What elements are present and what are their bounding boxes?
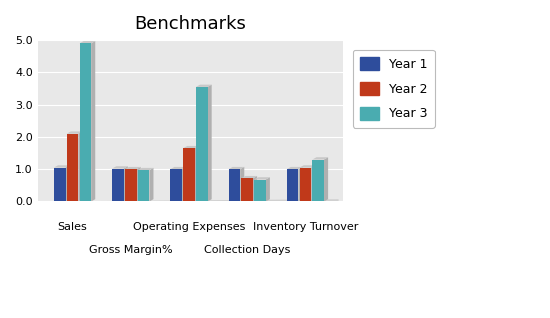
Text: Gross Margin%: Gross Margin% bbox=[89, 245, 173, 255]
Polygon shape bbox=[183, 146, 199, 148]
Bar bbox=[300, 168, 311, 201]
Polygon shape bbox=[182, 167, 186, 201]
Polygon shape bbox=[170, 167, 186, 169]
Polygon shape bbox=[78, 131, 82, 201]
Polygon shape bbox=[324, 157, 328, 201]
Polygon shape bbox=[241, 176, 257, 178]
Polygon shape bbox=[124, 166, 128, 201]
Bar bbox=[196, 87, 207, 201]
Bar bbox=[125, 169, 136, 201]
Polygon shape bbox=[196, 85, 212, 87]
Polygon shape bbox=[125, 167, 141, 169]
Bar bbox=[312, 160, 324, 201]
Polygon shape bbox=[254, 177, 270, 179]
Polygon shape bbox=[195, 146, 199, 201]
Bar bbox=[229, 169, 240, 201]
Bar bbox=[170, 169, 182, 201]
Polygon shape bbox=[207, 85, 212, 201]
Bar bbox=[112, 169, 124, 201]
Polygon shape bbox=[138, 168, 153, 170]
Polygon shape bbox=[266, 177, 270, 201]
Polygon shape bbox=[65, 165, 70, 201]
Polygon shape bbox=[67, 131, 82, 134]
Polygon shape bbox=[229, 167, 244, 169]
Polygon shape bbox=[43, 199, 339, 201]
Text: Collection Days: Collection Days bbox=[204, 245, 290, 255]
Bar bbox=[67, 134, 78, 201]
Polygon shape bbox=[312, 157, 328, 160]
Bar bbox=[183, 148, 195, 201]
Polygon shape bbox=[80, 41, 95, 43]
Text: Operating Expenses: Operating Expenses bbox=[133, 222, 245, 232]
Bar bbox=[138, 170, 150, 201]
Text: Sales: Sales bbox=[58, 222, 87, 232]
Polygon shape bbox=[150, 168, 153, 201]
Legend: Year 1, Year 2, Year 3: Year 1, Year 2, Year 3 bbox=[353, 50, 435, 128]
Bar bbox=[80, 43, 91, 201]
Polygon shape bbox=[253, 176, 257, 201]
Bar bbox=[254, 179, 266, 201]
Polygon shape bbox=[300, 165, 315, 168]
Title: Benchmarks: Benchmarks bbox=[135, 15, 246, 33]
Polygon shape bbox=[311, 165, 315, 201]
Polygon shape bbox=[240, 167, 244, 201]
Polygon shape bbox=[54, 165, 70, 168]
Polygon shape bbox=[112, 166, 128, 169]
Bar bbox=[241, 178, 253, 201]
Text: Inventory Turnover: Inventory Turnover bbox=[252, 222, 358, 232]
Bar bbox=[54, 168, 65, 201]
Polygon shape bbox=[136, 167, 141, 201]
Polygon shape bbox=[299, 167, 303, 201]
Bar bbox=[287, 169, 299, 201]
Polygon shape bbox=[287, 167, 302, 169]
Polygon shape bbox=[91, 41, 95, 201]
